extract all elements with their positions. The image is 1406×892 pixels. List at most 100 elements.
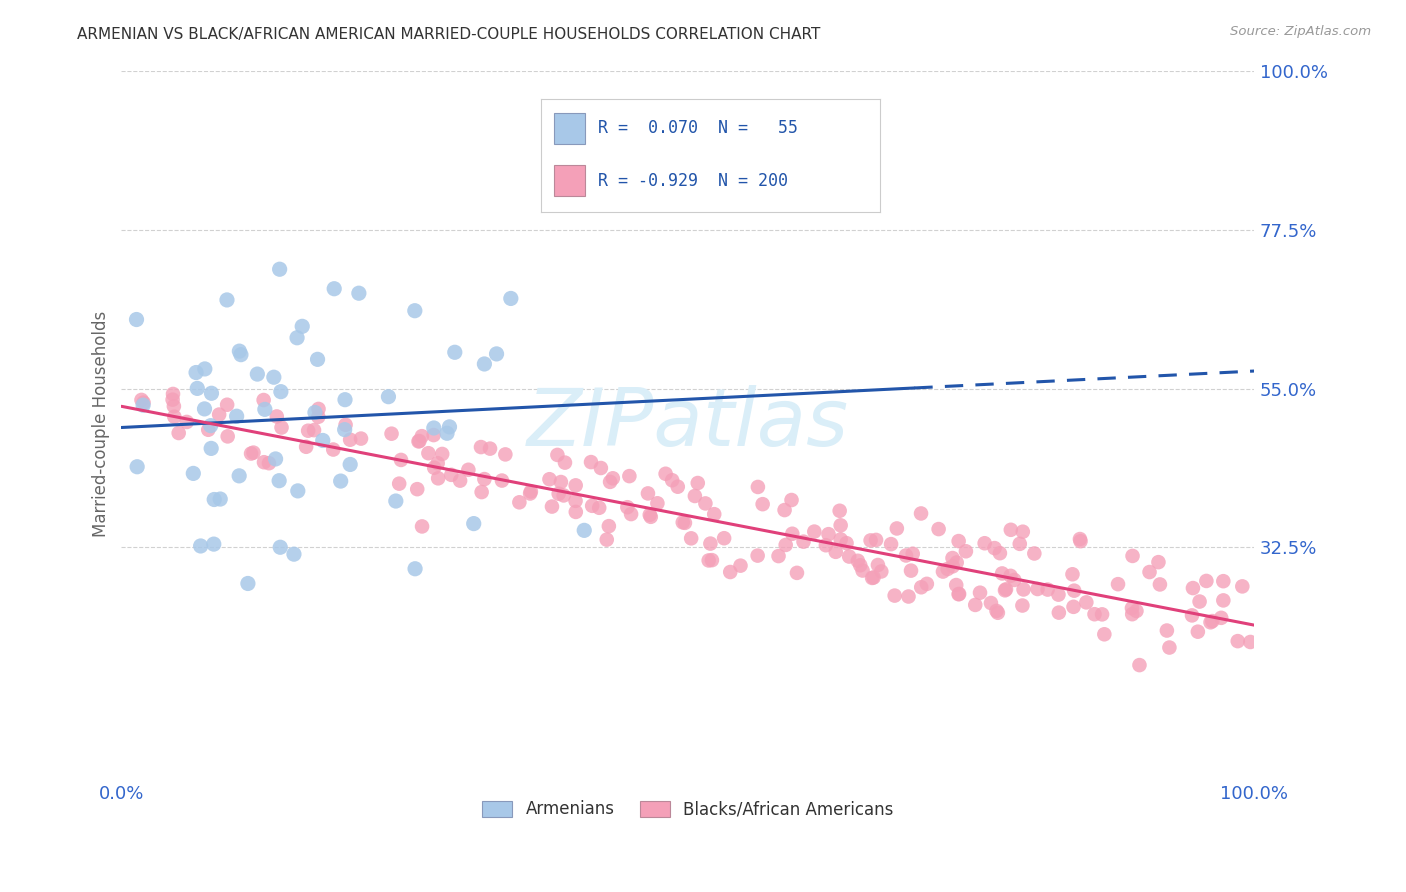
Point: [307, 352, 329, 367]
Point: [186, 381, 208, 395]
Point: [443, 345, 465, 359]
Point: [404, 303, 426, 318]
Point: [865, 533, 887, 547]
Point: [302, 423, 325, 437]
Point: [747, 549, 769, 563]
Point: [217, 429, 239, 443]
Point: [786, 566, 808, 580]
Point: [1012, 582, 1035, 597]
Point: [828, 504, 851, 518]
Point: [948, 587, 970, 601]
Point: [661, 473, 683, 487]
Point: [666, 480, 689, 494]
Point: [474, 472, 496, 486]
Point: [215, 293, 238, 307]
Point: [1125, 604, 1147, 618]
Point: [697, 553, 720, 567]
Point: [565, 505, 588, 519]
Point: [830, 533, 852, 547]
Point: [1181, 608, 1204, 623]
Point: [132, 398, 155, 412]
Point: [176, 415, 198, 429]
Point: [242, 445, 264, 459]
Point: [851, 564, 873, 578]
Point: [1156, 624, 1178, 638]
Point: [1047, 606, 1070, 620]
Point: [1181, 581, 1204, 595]
Point: [699, 536, 721, 550]
Point: [263, 370, 285, 384]
Point: [408, 434, 430, 449]
Point: [870, 565, 893, 579]
Point: [1201, 614, 1223, 628]
Point: [270, 384, 292, 399]
Point: [131, 392, 153, 407]
Point: [208, 408, 231, 422]
Point: [713, 531, 735, 545]
Point: [471, 485, 494, 500]
Point: [695, 496, 717, 510]
Point: [418, 446, 440, 460]
Point: [283, 547, 305, 561]
Point: [439, 420, 461, 434]
Point: [190, 539, 212, 553]
Point: [380, 426, 402, 441]
Point: [638, 508, 661, 522]
Point: [1195, 574, 1218, 588]
Point: [730, 558, 752, 573]
Point: [411, 429, 433, 443]
Point: [703, 507, 725, 521]
Point: [193, 401, 215, 416]
Point: [589, 461, 612, 475]
Point: [886, 521, 908, 535]
Point: [181, 467, 204, 481]
Point: [983, 541, 1005, 555]
Point: [814, 538, 837, 552]
Point: [162, 392, 184, 407]
Point: [389, 453, 412, 467]
Point: [329, 474, 352, 488]
Point: [860, 571, 883, 585]
Point: [550, 475, 572, 489]
Point: [1070, 534, 1092, 549]
Point: [163, 399, 186, 413]
Point: [225, 409, 247, 424]
Point: [1212, 574, 1234, 589]
Point: [1069, 532, 1091, 546]
Point: [1121, 607, 1143, 622]
Point: [1083, 607, 1105, 622]
Point: [941, 551, 963, 566]
Point: [209, 491, 232, 506]
Point: [672, 516, 695, 530]
Point: [751, 497, 773, 511]
Point: [520, 484, 543, 499]
Point: [184, 366, 207, 380]
Point: [1000, 569, 1022, 583]
Point: [792, 534, 814, 549]
Point: [883, 589, 905, 603]
Point: [574, 524, 596, 538]
Point: [269, 262, 291, 277]
Point: [1122, 549, 1144, 563]
Point: [602, 471, 624, 485]
Point: [894, 549, 917, 563]
Point: [307, 409, 329, 424]
Point: [803, 524, 825, 539]
Point: [217, 398, 239, 412]
Point: [637, 486, 659, 500]
Point: [333, 423, 356, 437]
Point: [835, 536, 858, 550]
Point: [640, 509, 662, 524]
Point: [264, 452, 287, 467]
Point: [838, 549, 860, 564]
Point: [928, 522, 950, 536]
Point: [229, 348, 252, 362]
Y-axis label: Married-couple Households: Married-couple Households: [93, 310, 110, 537]
Point: [385, 494, 408, 508]
Point: [474, 357, 496, 371]
Point: [291, 319, 314, 334]
Point: [194, 362, 217, 376]
Point: [388, 476, 411, 491]
Point: [991, 566, 1014, 581]
Point: [470, 440, 492, 454]
